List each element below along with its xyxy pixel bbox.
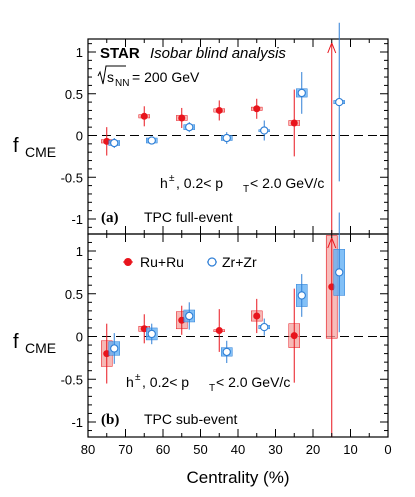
y-tick-label-b: 0.5 <box>65 287 83 302</box>
y-label-b-sub: CME <box>25 340 56 356</box>
y-label-a-sub: CME <box>25 144 56 160</box>
panel-a-letter: (a) <box>101 210 119 226</box>
cut-b-sub: T <box>209 383 215 394</box>
zr-point <box>297 88 306 98</box>
zr-point <box>222 133 231 143</box>
zr-point <box>147 329 156 339</box>
panel-b-title: TPC sub-event <box>144 411 237 427</box>
ru-point <box>253 105 261 113</box>
y-tick-label-b: 1 <box>76 244 83 259</box>
y-tick-label-b: -1 <box>71 415 83 430</box>
cut-b-h: h <box>126 374 134 390</box>
x-tick-label: 60 <box>156 442 170 457</box>
cut-a-sup: ± <box>169 173 175 184</box>
x-tick-label: 10 <box>343 442 357 457</box>
y-label-a-main: f <box>13 135 19 157</box>
zr-point <box>222 347 231 357</box>
energy-nn: NN <box>115 78 129 89</box>
x-tick-label: 40 <box>231 442 245 457</box>
legend-zr-label: Zr+Zr <box>222 254 257 270</box>
ru-point <box>290 119 298 127</box>
x-axis-label: Centrality (%) <box>187 468 290 487</box>
x-tick-label: 20 <box>306 442 320 457</box>
analysis-subtitle: Isobar blind analysis <box>150 45 286 62</box>
y-label-b-main: f <box>13 331 19 353</box>
energy-value: = 200 GeV <box>132 69 200 85</box>
legend-zr-marker <box>207 257 217 267</box>
zr-point <box>110 344 119 353</box>
x-tick-label: 70 <box>118 442 132 457</box>
y-tick-label-b: -0.5 <box>61 372 83 387</box>
ru-point <box>290 332 298 340</box>
x-tick-label: 0 <box>384 442 391 457</box>
panel-a-cut-label: h ± , 0.2< p T < 2.0 GeV/c <box>160 173 324 195</box>
cut-b-end: < 2.0 GeV/c <box>216 374 290 390</box>
zr-point <box>260 126 269 135</box>
y-tick-label-a: -1 <box>71 212 83 227</box>
ru-point <box>215 327 223 335</box>
ru-point <box>140 112 148 120</box>
panel-b-cut-label: h ± , 0.2< p T < 2.0 GeV/c <box>126 372 290 394</box>
y-tick-label-a: -0.5 <box>61 170 83 185</box>
panel-b-letter: (b) <box>101 412 119 428</box>
cut-b-rest: , 0.2< p <box>142 374 189 390</box>
cut-b-sup: ± <box>135 372 141 383</box>
zr-point <box>185 311 194 321</box>
energy-s: s <box>107 69 114 85</box>
panel-a-plot <box>88 22 388 234</box>
panel-b-plot <box>88 212 388 437</box>
cut-a-h: h <box>160 175 168 191</box>
y-tick-label-a: 1 <box>76 45 83 60</box>
zr-point <box>297 291 306 300</box>
y-axis-label-a: f CME <box>13 135 56 160</box>
legend: Ru+Ru Zr+Zr <box>123 254 257 270</box>
ru-point <box>253 312 261 320</box>
ru-point <box>215 106 223 114</box>
zr-point <box>260 322 269 332</box>
x-tick-label: 30 <box>268 442 282 457</box>
panel-a-title: TPC full-event <box>144 209 233 225</box>
y-tick-label-b: 0 <box>76 330 83 345</box>
x-tick-label: 50 <box>193 442 207 457</box>
y-tick-label-a: 0 <box>76 129 83 144</box>
cut-a-rest: , 0.2< p <box>176 175 223 191</box>
y-tick-label-a: 0.5 <box>65 87 83 102</box>
energy-label: s NN = 200 GeV <box>97 65 200 89</box>
y-axis-label-b: f CME <box>13 331 56 356</box>
x-tick-label: 80 <box>81 442 95 457</box>
star-brand: STAR <box>100 45 140 62</box>
sqrt-symbol <box>97 65 126 85</box>
zr-point <box>335 268 344 277</box>
zr-point <box>147 136 156 145</box>
zr-point <box>110 138 119 148</box>
tick-layer: -1 -0.5 0 0.5 1 -1 -0.5 0 0.5 1 80 70 60 50 40 30 20 10 0 <box>61 39 392 457</box>
ru-point <box>178 114 186 122</box>
legend-ru-marker <box>124 258 132 266</box>
cut-a-end: < 2.0 GeV/c <box>250 175 324 191</box>
zr-point <box>335 97 344 107</box>
cut-a-sub: T <box>243 184 249 195</box>
zr-point <box>185 123 194 132</box>
legend-ru-label: Ru+Ru <box>140 254 184 270</box>
